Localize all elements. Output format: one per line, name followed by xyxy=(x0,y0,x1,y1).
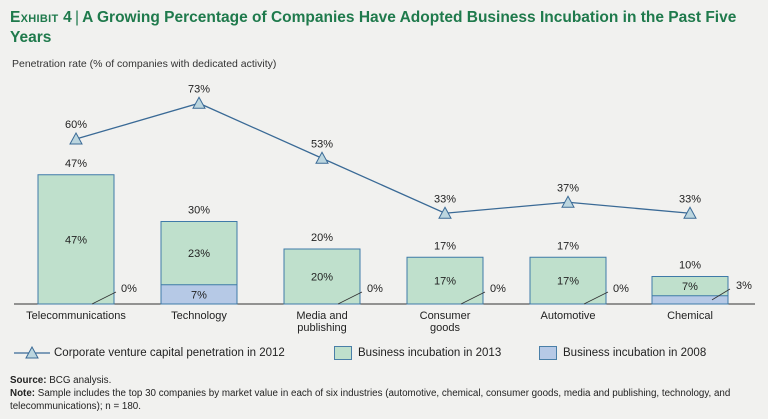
bar-difference-label: 17% xyxy=(434,276,456,288)
bar-2013-total-label: 10% xyxy=(679,260,701,272)
legend-item-2013: Business incubation in 2013 xyxy=(334,346,501,360)
cvc-marker xyxy=(683,206,697,219)
legend-line-label: Corporate venture capital penetration in… xyxy=(54,347,285,359)
category-label: Chemical xyxy=(667,310,713,322)
bar-2013 xyxy=(529,256,607,305)
cvc-value-label: 73% xyxy=(188,83,210,95)
source-label: Source: xyxy=(10,375,47,386)
bar-2008-label: 0% xyxy=(367,283,383,295)
exhibit-label: Exhibit 4 xyxy=(10,9,73,26)
bar-2013 xyxy=(283,248,361,305)
bar-2013-total-label: 30% xyxy=(188,205,210,217)
chart-title: Exhibit 4 | A Growing Percentage of Compan… xyxy=(10,8,760,48)
cvc-marker xyxy=(315,151,329,164)
category-label: publishing xyxy=(297,322,347,334)
category-label: Media and xyxy=(296,310,347,322)
title-text: A Growing Percentage of Companies Have A… xyxy=(10,9,737,46)
cvc-value-label: 33% xyxy=(434,193,456,205)
bar-difference-label: 7% xyxy=(682,281,698,293)
source-text: BCG analysis. xyxy=(49,375,112,386)
bar-2013 xyxy=(406,256,484,305)
category-label: goods xyxy=(430,322,460,334)
bar-2013 xyxy=(37,174,115,305)
category-label: Telecommunications xyxy=(26,310,126,322)
bar-2008-label: 7% xyxy=(191,289,207,301)
legend-line-icon xyxy=(14,346,50,359)
bar-2008 xyxy=(160,284,238,305)
bar-2013-total-label: 17% xyxy=(557,240,579,252)
cvc-marker xyxy=(69,131,83,145)
legend-item-2008: Business incubation in 2008 xyxy=(539,346,706,360)
legend-blue-label: Business incubation in 2008 xyxy=(563,347,707,359)
note-text: Sample includes the top 30 companies by … xyxy=(10,388,731,412)
bar-difference-label: 23% xyxy=(188,248,210,260)
bar-2008-label: 0% xyxy=(121,283,137,295)
cvc-marker xyxy=(192,96,206,109)
callout-line xyxy=(91,291,117,305)
legend-item-line: Corporate venture capital penetration in… xyxy=(14,346,285,360)
callout-line xyxy=(460,291,486,305)
bar-2013-total-label: 17% xyxy=(434,240,456,252)
category-label: Automotive xyxy=(540,310,595,322)
category-label: Consumer xyxy=(420,310,471,322)
footer: Source: BCG analysis. Note: Sample inclu… xyxy=(10,374,758,413)
legend-green-label: Business incubation in 2013 xyxy=(358,347,502,359)
bar-2008-label: 0% xyxy=(490,283,506,295)
callout-line xyxy=(711,288,731,301)
note-label: Note: xyxy=(10,388,36,399)
cvc-marker xyxy=(438,206,452,219)
bar-2008-label: 0% xyxy=(613,283,629,295)
note-line: Note: Sample includes the top 30 compani… xyxy=(10,387,758,413)
source-line: Source: BCG analysis. xyxy=(10,374,758,387)
callout-line xyxy=(337,291,363,305)
chart-plot: 47% 47% 0% Telecommunications 30% 23% 7% Techno… xyxy=(14,83,755,334)
category-label: Technology xyxy=(171,310,227,322)
bar-2013-total-label: 20% xyxy=(311,232,333,244)
title-separator: | xyxy=(75,9,80,26)
cvc-line xyxy=(75,102,691,214)
y-axis-label: Penetration rate (% of companies with de… xyxy=(12,58,277,70)
cvc-value-label: 53% xyxy=(311,138,333,150)
cvc-value-label: 33% xyxy=(679,193,701,205)
legend-blue-swatch xyxy=(539,346,557,360)
legend-green-swatch xyxy=(334,346,352,360)
bar-difference-label: 17% xyxy=(557,276,579,288)
callout-line xyxy=(583,291,609,305)
cvc-value-label: 37% xyxy=(557,182,579,194)
bar-2008-label: 3% xyxy=(736,280,752,292)
bar-2013-total-label: 47% xyxy=(65,158,87,170)
legend: Corporate venture capital penetration in… xyxy=(8,346,758,364)
cvc-value-label: 60% xyxy=(65,119,87,131)
bar-difference-label: 47% xyxy=(65,234,87,246)
cvc-marker xyxy=(561,195,575,208)
bar-difference-label: 20% xyxy=(311,272,333,284)
bar-2008 xyxy=(651,295,729,305)
